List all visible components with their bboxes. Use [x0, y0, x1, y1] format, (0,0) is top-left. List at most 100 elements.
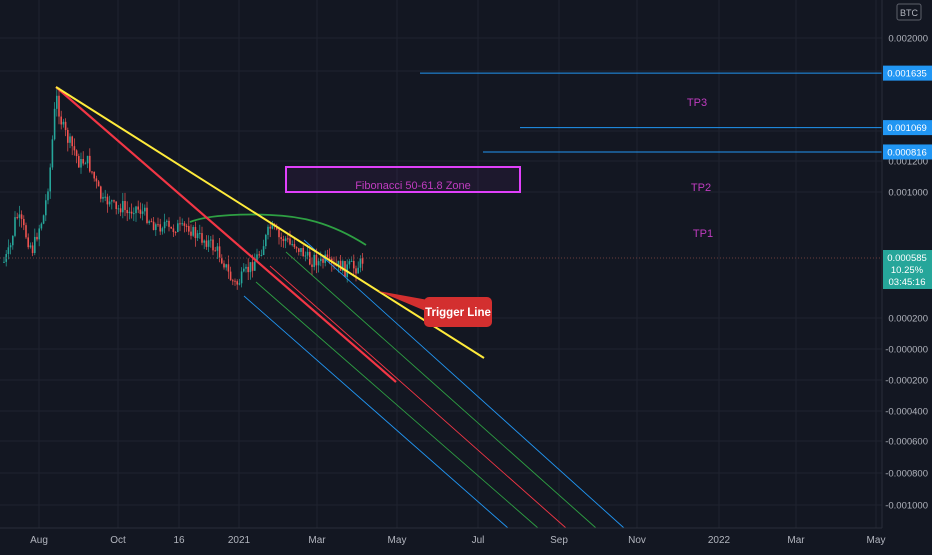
candle-body [104, 196, 106, 198]
candle-body [291, 244, 293, 246]
candle-body [95, 178, 98, 182]
candle-body [137, 206, 139, 210]
candle-body [170, 226, 172, 229]
candle-body [64, 121, 67, 131]
candle-body [357, 267, 359, 274]
candle-body [3, 261, 5, 263]
candle-body [304, 255, 307, 257]
candle-body [190, 231, 192, 236]
candle-body [168, 220, 170, 227]
candle-body [269, 226, 271, 229]
candle-body [102, 197, 104, 199]
candle-body [342, 261, 344, 271]
x-tick-label: Mar [308, 535, 326, 546]
candle-body [256, 254, 258, 262]
candle-body [135, 206, 137, 214]
candle-body [12, 235, 14, 246]
candle-body [91, 171, 93, 173]
x-ticks: Aug Oct 16 2021 Mar May Jul Sep Nov 2022 Mar May [30, 535, 885, 546]
channel-line [285, 251, 597, 529]
target-price-value: 0.001069 [887, 123, 927, 134]
candle-body [58, 95, 60, 117]
candle-body [113, 200, 115, 202]
target-price-value: 0.000816 [887, 147, 927, 158]
candle-body [293, 244, 296, 248]
candle-body [124, 201, 126, 210]
candle-body [181, 223, 183, 225]
target-name: TP3 [687, 97, 707, 109]
candle-body [144, 207, 146, 212]
candle-body [199, 233, 201, 235]
candle-body [251, 262, 254, 271]
x-tick-label: May [388, 535, 407, 546]
candle-body [62, 121, 65, 125]
candle-body [111, 200, 113, 202]
candle-body [300, 247, 302, 252]
candle-body [122, 201, 124, 213]
candle-body [117, 208, 120, 210]
candle-body [49, 167, 51, 192]
candle-body [108, 201, 111, 205]
candle-body [243, 268, 245, 272]
candle-body [245, 266, 247, 269]
candle-body [29, 245, 32, 248]
candle-body [130, 211, 133, 214]
candle-body [159, 224, 161, 232]
candle-body [119, 208, 122, 213]
x-tick-label: 2021 [228, 535, 251, 546]
candle-body [306, 251, 309, 256]
candle-body [236, 281, 238, 285]
candle-body [27, 237, 29, 248]
fibonacci-zone-box [285, 166, 521, 193]
candle-body [31, 245, 34, 254]
candle-body [317, 261, 320, 266]
target-price-box [883, 65, 932, 81]
candle-body [166, 220, 168, 222]
candle-body [34, 236, 36, 254]
candle-body [353, 260, 355, 269]
candle-body [16, 217, 18, 219]
candle-body [89, 155, 91, 172]
candle-body [161, 228, 164, 232]
candle-body [69, 136, 71, 143]
y-tick-label: -0.000400 [885, 407, 928, 418]
channel-line [255, 281, 539, 529]
candle-body [60, 116, 62, 125]
callout-box [424, 297, 492, 327]
candle-body [194, 227, 197, 239]
candle-body [150, 221, 153, 223]
candle-body [146, 207, 148, 224]
candle-body [192, 227, 194, 236]
y-tick-label: -0.001000 [885, 501, 928, 512]
x-tick-label: Nov [628, 535, 646, 546]
candle-body [249, 262, 252, 273]
candle-body [141, 211, 144, 214]
candle-body [157, 224, 159, 226]
candle-body [179, 223, 181, 225]
candle-body [280, 237, 282, 239]
candle-body [326, 254, 329, 258]
candle-body [284, 238, 287, 242]
y-tick-label: -0.000800 [885, 469, 928, 480]
candle-body [348, 261, 351, 265]
candle-body [221, 258, 223, 264]
candle-body [234, 280, 236, 282]
current-price-label: 0.000585 10.25% 03:45:16 [883, 250, 932, 289]
candle-body [97, 181, 100, 187]
candle-body [177, 223, 179, 233]
candle-body [205, 240, 208, 247]
y-tick-label: 0.002000 [888, 34, 928, 45]
x-tick-label: Jul [472, 535, 485, 546]
callout-pointer [378, 291, 428, 312]
trigger-line-callout: Trigger Line [378, 291, 492, 327]
candle-body [287, 238, 289, 240]
candle-body [172, 228, 175, 232]
x-tick-label: May [867, 535, 886, 546]
target-name: TP2 [691, 182, 711, 194]
candle-body [183, 223, 186, 226]
candle-body [139, 209, 142, 214]
candle-body [100, 186, 102, 199]
symbol-tag: BTC [900, 8, 919, 18]
candle-body [155, 224, 157, 231]
